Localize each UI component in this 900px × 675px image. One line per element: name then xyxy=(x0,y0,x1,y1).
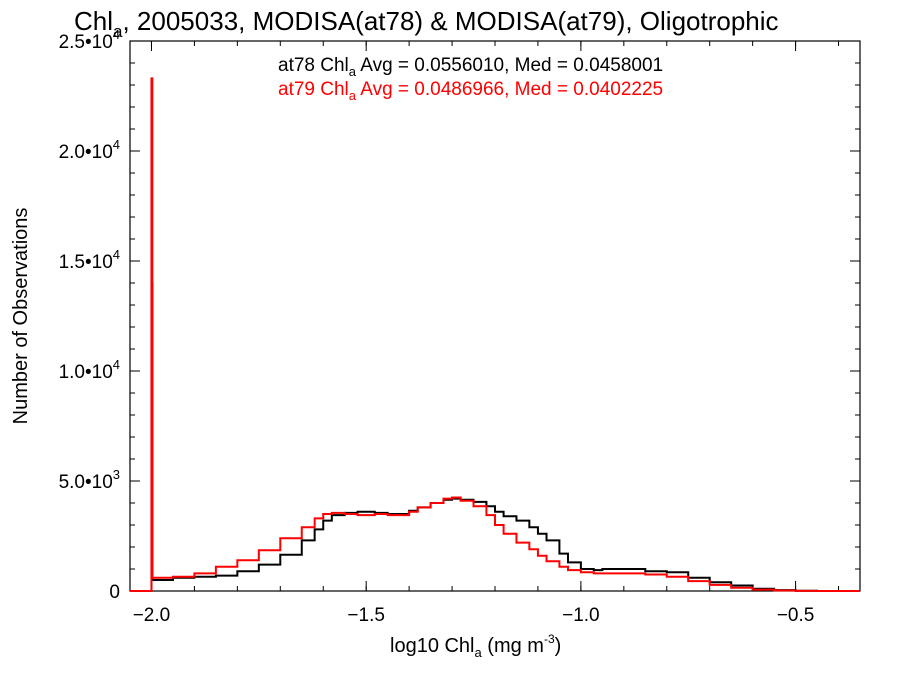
y-tick-label: 5.0•103 xyxy=(59,467,120,493)
x-tick-label: −1.0 xyxy=(562,605,600,626)
x-tick-label: −2.0 xyxy=(133,605,171,626)
data-series xyxy=(130,77,860,592)
series-line-at79 xyxy=(130,77,860,592)
series-line-at78 xyxy=(130,282,860,592)
x-tick-label: −1.5 xyxy=(347,605,385,626)
x-tick-label: −0.5 xyxy=(777,605,815,626)
axis-ticks: −2.0 −1.5 −1.0 −0.5 0 5.0•103 1.0•104 1.5•104 2.… xyxy=(59,27,860,626)
y-tick-label: 1.0•104 xyxy=(59,357,120,383)
y-tick-label: 0 xyxy=(109,582,120,603)
y-tick-label: 2.0•104 xyxy=(59,137,120,163)
legend-entry-at78: at78 Chla Avg = 0.0556010, Med = 0.04580… xyxy=(278,55,663,79)
chart-title: Chla, 2005033, MODISA(at78) & MODISA(at7… xyxy=(74,6,779,41)
y-tick-label: 2.5•104 xyxy=(59,27,120,53)
legend-entry-at79: at79 Chla Avg = 0.0486966, Med = 0.04022… xyxy=(278,79,663,103)
y-axis-label: Number of Observations xyxy=(10,208,32,425)
x-axis-label: log10 Chla (mg m-3) xyxy=(390,632,561,660)
y-tick-label: 1.5•104 xyxy=(59,247,120,273)
